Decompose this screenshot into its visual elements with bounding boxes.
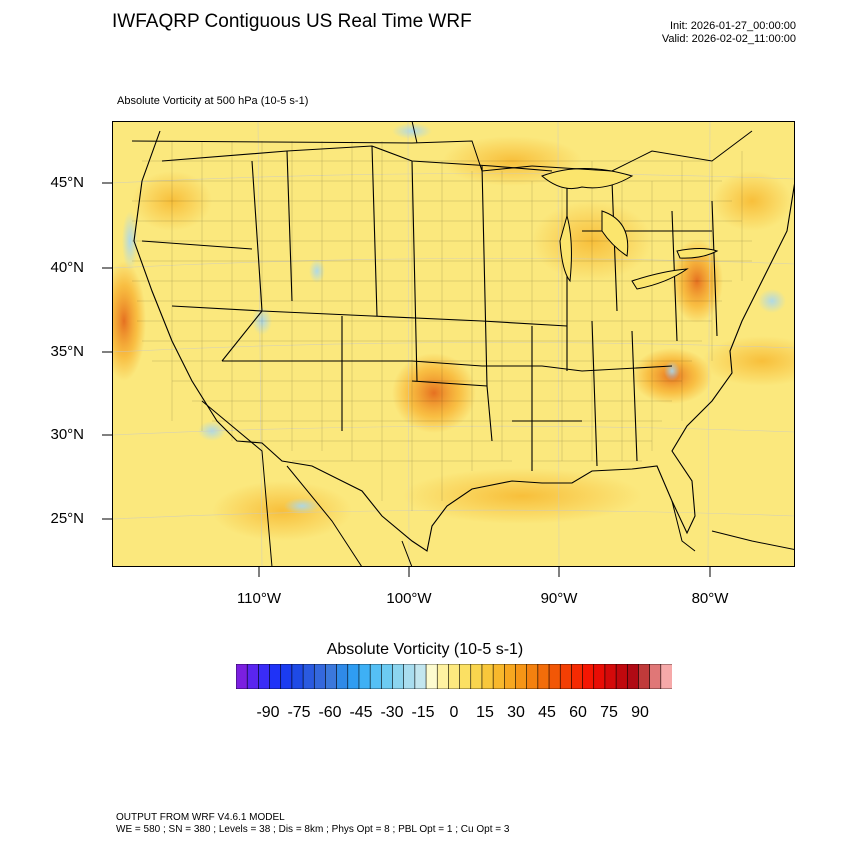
colorbar-tick-label: 90 — [631, 704, 649, 721]
colorbar-swatch — [571, 664, 584, 689]
colorbar-swatch — [403, 664, 416, 689]
colorbar-swatch — [280, 664, 293, 689]
colorbar-swatch — [448, 664, 461, 689]
colorbar-swatch — [582, 664, 595, 689]
chart-title: IWFAQRP Contiguous US Real Time WRF — [112, 11, 472, 32]
colorbar-swatch — [302, 664, 315, 689]
colorbar-title: Absolute Vorticity (10-5 s-1) — [326, 641, 524, 658]
colorbar-swatch — [504, 664, 517, 689]
colorbar-swatch — [548, 664, 561, 689]
mexico-border — [201, 400, 413, 567]
colorbar-swatch — [258, 664, 271, 689]
valid-time: Valid: 2026-02-02_11:00:00 — [661, 33, 796, 45]
field-label: Absolute Vorticity at 500 hPa (10-5 s-1) — [117, 95, 309, 107]
colorbar-swatch — [236, 664, 248, 689]
lat-ticks — [102, 182, 112, 520]
colorbar-tick-label: -15 — [411, 704, 435, 721]
colorbar-tick-label: -30 — [380, 704, 404, 721]
colorbar-tick-label: 15 — [476, 704, 494, 721]
colorbar-swatch — [559, 664, 572, 689]
colorbar-tick-label: 0 — [449, 704, 459, 721]
cuba — [711, 530, 795, 551]
lake-michigan — [559, 214, 572, 283]
colorbar-swatch — [325, 664, 338, 689]
map-border — [112, 121, 795, 567]
lon-label-100w: 100°W — [386, 590, 432, 607]
colorbar-tick-label: 75 — [600, 704, 618, 721]
lat-label-25: 25°N — [50, 510, 84, 527]
colorbar-swatch — [381, 664, 394, 689]
lat-label-45: 45°N — [50, 174, 84, 191]
colorbar-swatch — [414, 664, 427, 689]
colorbar-swatch — [626, 664, 640, 689]
colorbar-swatch — [436, 664, 450, 689]
lon-ticks — [258, 567, 711, 577]
colorbar-swatch — [369, 664, 382, 689]
us-outline — [133, 130, 795, 552]
colorbar-swatch — [649, 664, 662, 689]
colorbar-swatch — [526, 664, 539, 689]
lat-label-30: 30°N — [50, 426, 84, 443]
colorbar-tick-label: -60 — [318, 704, 342, 721]
colorbar-swatch — [347, 664, 360, 689]
colorbar-swatch — [425, 664, 438, 689]
colorbar-swatch — [313, 664, 327, 689]
lake-erie — [631, 268, 689, 290]
vorticity-max-southern-plains — [392, 353, 476, 433]
colorbar-tick-label: 45 — [538, 704, 556, 721]
colorbar — [236, 664, 672, 689]
lake-ontario — [676, 248, 719, 259]
colorbar-swatch — [358, 664, 371, 689]
lon-label-90w: 90°W — [540, 590, 578, 607]
colorbar-swatch — [593, 664, 606, 689]
colorbar-swatch — [537, 664, 550, 689]
colorbar-swatch — [515, 664, 528, 689]
colorbar-swatch — [336, 664, 349, 689]
colorbar-tick-label: -75 — [287, 704, 311, 721]
colorbar-swatch — [492, 664, 505, 689]
colorbar-swatch — [638, 664, 651, 689]
canada-border — [131, 140, 533, 172]
colorbar-swatch — [470, 664, 483, 689]
colorbar-swatch — [615, 664, 628, 689]
lat-label-35: 35°N — [50, 343, 84, 360]
lon-label-110w: 110°W — [236, 590, 282, 607]
colorbar-swatch — [246, 664, 259, 689]
colorbar-swatch — [660, 664, 672, 689]
vorticity-max-mid-atlantic — [671, 239, 723, 323]
vorticity-map — [112, 121, 795, 567]
colorbar-swatch — [459, 664, 472, 689]
footer-model: OUTPUT FROM WRF V4.6.1 MODEL — [116, 812, 285, 823]
colorbar-swatch — [291, 664, 304, 689]
colorbar-swatch — [269, 664, 282, 689]
init-time: Init: 2026-01-27_00:00:00 — [670, 20, 796, 32]
colorbar-swatch — [392, 664, 405, 689]
lat-label-40: 40°N — [50, 259, 84, 276]
lon-label-80w: 80°W — [691, 590, 729, 607]
lake-huron — [601, 210, 629, 257]
colorbar-tick-label: -45 — [349, 704, 373, 721]
colorbar-tick-label: 30 — [507, 704, 525, 721]
colorbar-swatch — [604, 664, 617, 689]
colorbar-tick-label: 60 — [569, 704, 587, 721]
colorbar-tick-label: -90 — [256, 704, 280, 721]
footer-config: WE = 580 ; SN = 380 ; Levels = 38 ; Dis … — [116, 824, 510, 835]
colorbar-swatch — [481, 664, 494, 689]
florida — [671, 500, 696, 552]
